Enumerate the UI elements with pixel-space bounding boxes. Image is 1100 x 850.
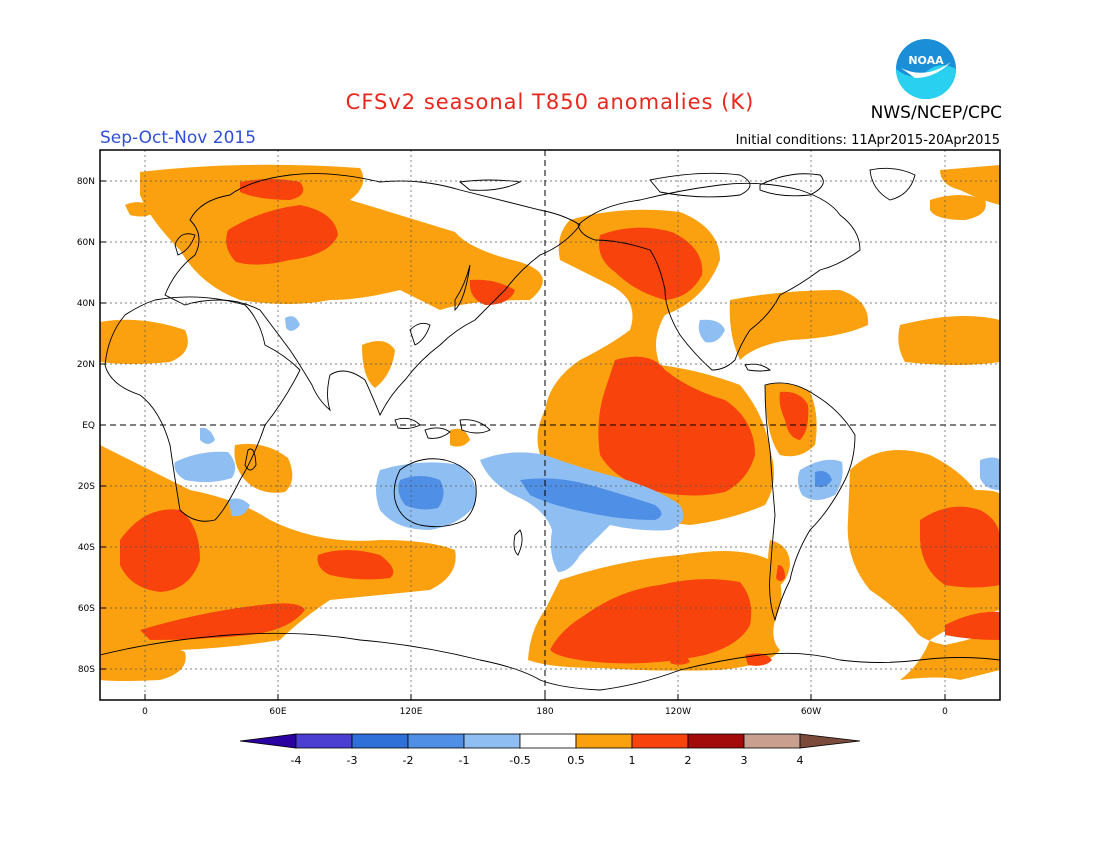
lon-label: 60E [269,707,286,717]
colorbar-label: 1 [629,754,636,767]
anomaly-fields [100,164,1000,681]
logo-text: NOAA [908,54,944,67]
lon-label: 180 [536,707,553,717]
lat-label: 20S [78,482,95,492]
lat-label: 20N [77,360,95,370]
initial-conditions: Initial conditions: 11Apr2015-20Apr2015 [735,133,1000,148]
latitude-labels: 80N 60N 40N 20N EQ 20S 40S 60S 80S [77,177,95,675]
lat-label: EQ [82,421,95,431]
logo-wave [896,65,956,99]
coastlines [100,167,1000,691]
forecast-period: Sep-Oct-Nov 2015 [100,128,257,148]
colorbar-label: -3 [347,754,358,767]
lat-label: 40N [77,299,95,309]
cold-anomaly-strong [398,471,832,520]
colorbar-label: -2 [403,754,414,767]
colorbar-label: 0.5 [567,754,585,767]
lat-label: 40S [78,543,95,553]
colorbar-swatch [463,733,521,749]
colorbar-swatch [519,733,577,749]
lat-label: 80S [78,665,95,675]
colorbar: -4 -3 -2 -1 -0.5 0.5 1 2 3 4 [239,733,861,767]
colorbar-label: 3 [741,754,748,767]
lat-label: 80N [77,177,95,187]
colorbar-swatch [743,733,801,749]
colorbar-label: 4 [797,754,804,767]
colorbar-label: -4 [291,754,302,767]
colorbar-min-arrow [239,733,297,749]
noaa-logo: NOAA [896,39,956,99]
lon-label: 120W [665,707,691,717]
agency-label: NWS/NCEP/CPC [870,103,1002,123]
colorbar-swatch [631,733,689,749]
lon-label: 120E [400,707,423,717]
colorbar-max-arrow [799,733,861,749]
equator-dateline [100,150,1000,700]
colorbar-swatch [575,733,633,749]
longitude-labels: 0 60E 120E 180 120W 60W 0 [142,707,948,717]
colorbar-swatch [351,733,409,749]
lat-label: 60N [77,238,95,248]
colorbar-swatch [295,733,353,749]
warm-anomaly-strong [120,179,1000,666]
axis-ticks [100,180,946,700]
colorbar-label: -0.5 [509,754,530,767]
map-title: CFSv2 seasonal T850 anomalies (K) [345,90,755,114]
colorbar-label: -1 [459,754,470,767]
colorbar-swatch [407,733,465,749]
lon-label: 0 [142,707,148,717]
lon-label: 60W [801,707,821,717]
colorbar-swatch [687,733,745,749]
lat-label: 60S [78,604,95,614]
colorbar-label: 2 [685,754,692,767]
logo-gull [901,62,951,78]
lon-label: 0 [942,707,948,717]
